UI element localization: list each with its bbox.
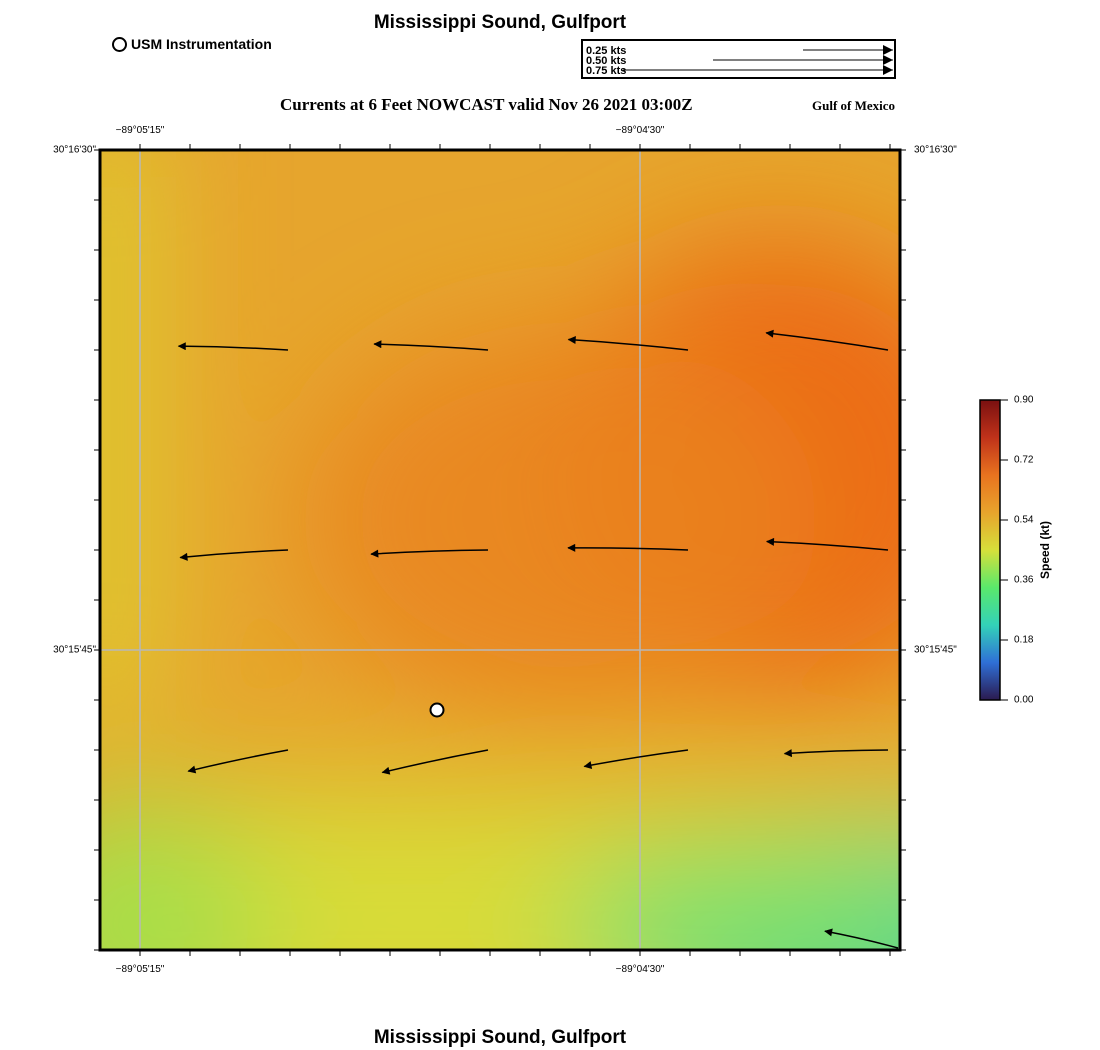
map-ticks [94, 144, 906, 956]
current-vector [583, 749, 689, 770]
current-vectors [177, 329, 899, 949]
current-vector [765, 329, 889, 351]
station-legend-label: USM Instrumentation [131, 36, 272, 52]
speed-field [100, 150, 900, 950]
speed-key-label: 0.25 kts [586, 45, 626, 57]
map-grid [100, 150, 900, 950]
usm-instrument-marker [429, 702, 445, 718]
lat-label-left-1: 30°16'30" [53, 144, 96, 156]
speed-key-label: 0.50 kts [586, 55, 626, 67]
current-vector [765, 537, 889, 551]
colorbar-tick-label: 0.00 [1014, 694, 1034, 706]
colorbar-tick-label: 0.72 [1014, 454, 1034, 466]
colorbar-label: Speed (kt) [1038, 520, 1052, 580]
lon-label-bottom-2: −89°04'30" [615, 964, 665, 975]
current-vector [381, 749, 489, 775]
colorbar-tick-label: 0.36 [1014, 574, 1034, 586]
current-vector [179, 549, 289, 561]
current-vector [373, 340, 489, 351]
speed-key-box [581, 39, 896, 79]
current-vector [567, 543, 689, 552]
region-label: Gulf of Mexico [812, 98, 896, 113]
lon-label-bottom-1: −89°05'15" [115, 964, 165, 975]
map-subtitle: Currents at 6 Feet NOWCAST valid Nov 26 … [280, 95, 693, 114]
colorbar-tick-label: 0.90 [1014, 394, 1034, 406]
station-marker-icon [112, 36, 127, 52]
station-legend: USM Instrumentation [112, 36, 272, 52]
lon-label-top-1: −89°05'15" [115, 125, 165, 136]
current-vector [187, 749, 289, 774]
colorbar-scale [979, 399, 1001, 701]
current-vector [783, 749, 889, 758]
footer-title: Mississippi Sound, Gulfport [373, 1027, 627, 1048]
colorbar-ticks [1000, 399, 1008, 701]
colorbar-tick-label: 0.18 [1014, 634, 1034, 646]
lat-label-right-1: 30°16'30" [914, 144, 957, 156]
lat-label-right-2: 30°15'45" [914, 644, 957, 656]
map-title: Mississippi Sound, Gulfport [373, 12, 627, 33]
colorbar-tick-label: 0.54 [1014, 514, 1034, 526]
current-vector [567, 335, 689, 351]
current-vector [370, 549, 489, 558]
lon-label-top-2: −89°04'30" [615, 125, 665, 136]
lat-label-left-2: 30°15'45" [53, 644, 96, 656]
current-vector [177, 342, 289, 351]
speed-key-label: 0.75 kts [586, 65, 626, 77]
current-vector [824, 928, 899, 949]
